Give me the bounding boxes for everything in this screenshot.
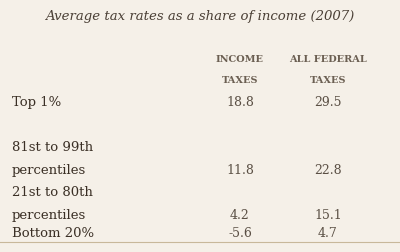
Text: 81st to 99th: 81st to 99th [12,141,93,154]
Text: 21st to 80th: 21st to 80th [12,186,93,200]
Text: -5.6: -5.6 [228,227,252,240]
Text: 4.7: 4.7 [318,227,338,240]
Text: 29.5: 29.5 [314,96,342,109]
Text: ALL FEDERAL: ALL FEDERAL [289,55,367,65]
Text: 18.8: 18.8 [226,96,254,109]
Text: 22.8: 22.8 [314,164,342,177]
Text: 4.2: 4.2 [230,209,250,222]
Text: INCOME: INCOME [216,55,264,65]
Text: TAXES: TAXES [222,76,258,85]
Text: Average tax rates as a share of income (2007): Average tax rates as a share of income (… [45,10,355,23]
Text: percentiles: percentiles [12,209,86,222]
Text: TAXES: TAXES [310,76,346,85]
Text: Bottom 20%: Bottom 20% [12,227,94,240]
Text: percentiles: percentiles [12,164,86,177]
Text: 15.1: 15.1 [314,209,342,222]
Text: 11.8: 11.8 [226,164,254,177]
Text: Top 1%: Top 1% [12,96,61,109]
